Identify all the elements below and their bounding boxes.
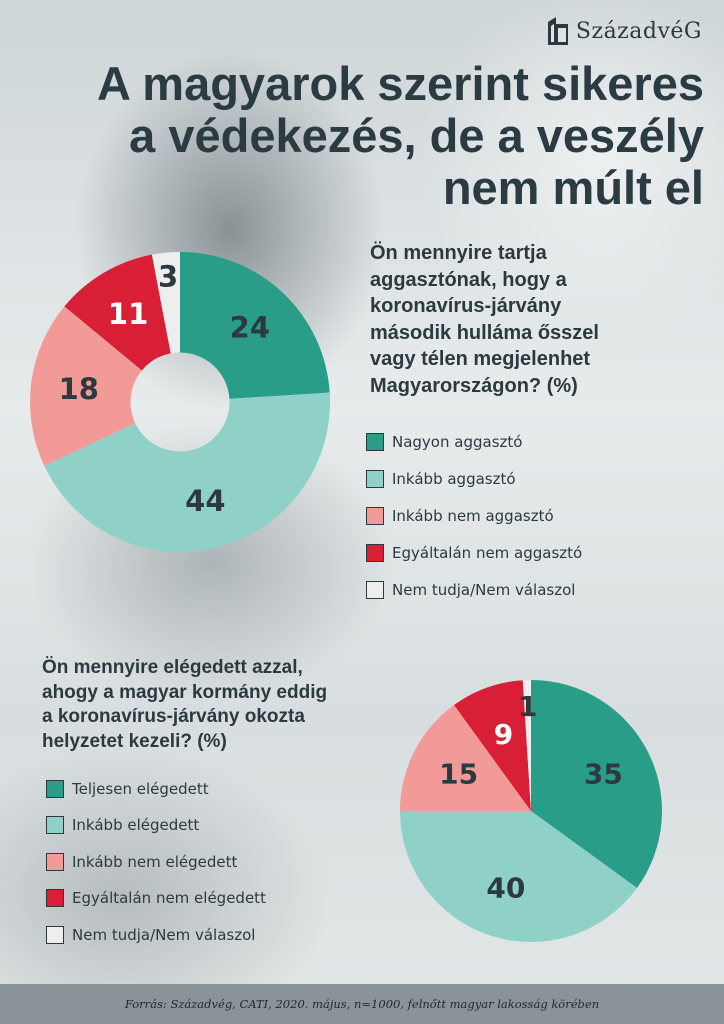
slice-1 bbox=[400, 811, 637, 942]
legend-label: Teljesen elégedett bbox=[72, 779, 209, 798]
question-worry: Ön mennyire tartja aggasztónak, hogy a k… bbox=[370, 242, 599, 397]
slice-label-1: 44 bbox=[185, 484, 225, 518]
legend-label: Egyáltalán nem aggasztó bbox=[392, 543, 583, 562]
legend-item: Nem tudja/Nem válaszol bbox=[366, 580, 582, 599]
legend-item: Nagyon aggasztó bbox=[366, 432, 582, 451]
question-satisfaction: Ön mennyire elégedett azzal, ahogy a mag… bbox=[42, 657, 328, 752]
slice-0 bbox=[531, 680, 662, 888]
legend-label: Nem tudja/Nem válaszol bbox=[72, 925, 256, 944]
legend-label: Inkább nem elégedett bbox=[72, 852, 238, 871]
legend-swatch bbox=[46, 779, 64, 798]
legend-label: Inkább aggasztó bbox=[392, 469, 516, 488]
legend-item: Nem tudja/Nem válaszol bbox=[46, 925, 266, 944]
legend-swatch bbox=[46, 925, 64, 944]
slice-label-2: 15 bbox=[439, 758, 478, 791]
brand-name: SzázadvéG bbox=[575, 18, 702, 44]
page-title: A magyarok szerint sikeres a védekezés, … bbox=[97, 57, 704, 214]
legend-worry: Nagyon aggasztó Inkább aggasztó Inkább n… bbox=[366, 432, 582, 617]
legend-swatch bbox=[366, 432, 384, 451]
slice-3 bbox=[64, 254, 171, 371]
slice-3 bbox=[454, 680, 531, 811]
legend-item: Egyáltalán nem elégedett bbox=[46, 889, 266, 908]
slice-label-4: 3 bbox=[158, 260, 178, 294]
legend-swatch bbox=[46, 852, 64, 871]
brand-logo-icon bbox=[547, 17, 568, 45]
source-footer: Forrás: Századvég, CATI, 2020. május, n=… bbox=[0, 984, 724, 1024]
legend-swatch bbox=[366, 506, 384, 525]
legend-item: Egyáltalán nem aggasztó bbox=[366, 543, 582, 562]
legend-swatch bbox=[366, 543, 384, 562]
legend-label: Egyáltalán nem elégedett bbox=[72, 889, 266, 907]
slice-label-4: 1 bbox=[518, 690, 537, 723]
slice-1 bbox=[44, 392, 331, 552]
slice-label-2: 18 bbox=[59, 372, 99, 406]
slice-0 bbox=[180, 252, 330, 399]
slice-4 bbox=[522, 680, 531, 811]
slice-label-3: 11 bbox=[108, 297, 148, 331]
legend-swatch bbox=[366, 469, 384, 488]
slice-label-0: 24 bbox=[230, 311, 270, 345]
pie-chart-satisfaction: 35 40 15 91 bbox=[400, 680, 662, 942]
legend-label: Nem tudja/Nem válaszol bbox=[392, 580, 576, 599]
legend-satisfaction: Teljesen elégedett Inkább elégedett Inká… bbox=[46, 779, 266, 962]
legend-swatch bbox=[366, 580, 384, 599]
legend-item: Inkább elégedett bbox=[46, 816, 266, 835]
slice-label-1: 40 bbox=[486, 872, 525, 905]
legend-label: Nagyon aggasztó bbox=[392, 432, 523, 451]
legend-item: Inkább nem aggasztó bbox=[366, 506, 582, 525]
donut-chart-worry: 24 44 18 11 3 bbox=[29, 252, 331, 552]
legend-item: Inkább aggasztó bbox=[366, 469, 582, 488]
slice-2 bbox=[400, 705, 531, 811]
slice-label-0: 35 bbox=[584, 758, 623, 791]
legend-label: Inkább nem aggasztó bbox=[392, 506, 554, 525]
legend-swatch bbox=[46, 816, 64, 834]
brand-logo: SzázadvéG bbox=[546, 16, 702, 46]
slice-label-3: 9 bbox=[494, 718, 513, 751]
slice-2 bbox=[29, 306, 142, 466]
legend-item: Teljesen elégedett bbox=[46, 779, 266, 798]
slice-4 bbox=[151, 252, 180, 354]
legend-swatch bbox=[46, 889, 64, 907]
legend-label: Inkább elégedett bbox=[72, 816, 200, 834]
legend-item: Inkább nem elégedett bbox=[46, 852, 266, 871]
